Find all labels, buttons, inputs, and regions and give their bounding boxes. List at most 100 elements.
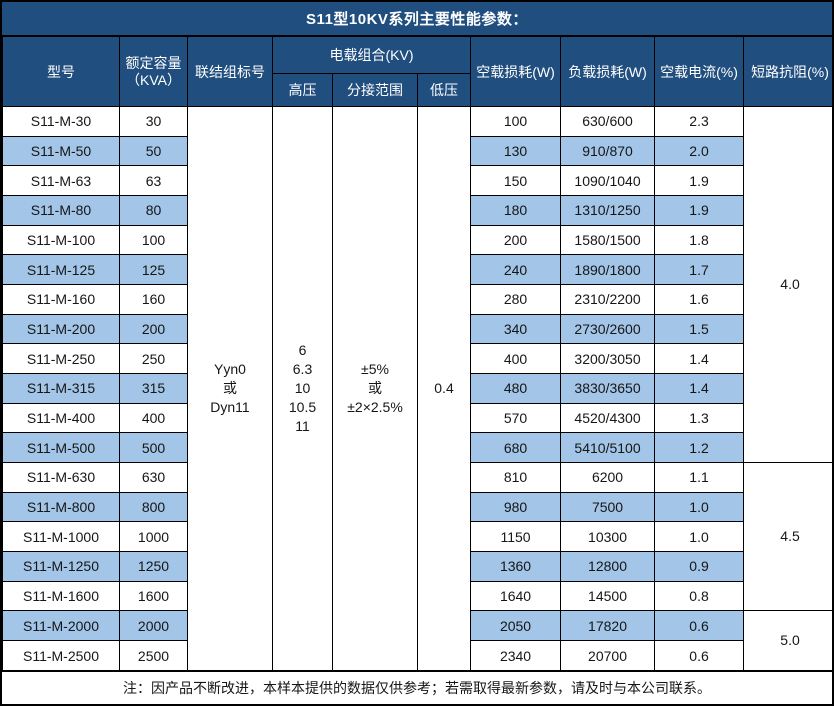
cell-hv-values-line: 11 xyxy=(295,418,310,434)
cell-capacity: 30 xyxy=(119,106,188,137)
capacity-header-line1: 额定容量 xyxy=(125,54,182,71)
cell-no-load-loss: 1360 xyxy=(470,551,562,582)
cell-tap-range-values-line: 或 xyxy=(368,380,382,396)
cell-load-loss: 2730/2600 xyxy=(560,313,656,345)
cell-short-circuit-impedance: 4.5 xyxy=(743,462,832,612)
cell-no-load-loss: 2340 xyxy=(470,640,562,671)
cell-hv-values-line: 10.5 xyxy=(288,399,317,415)
cell-model: S11-M-1600 xyxy=(2,580,120,612)
cell-model: S11-M-100 xyxy=(2,224,120,256)
header-row-2: 高压 分接范围 低压 xyxy=(3,73,833,107)
cell-no-load-loss: 240 xyxy=(470,254,562,286)
cell-model: S11-M-2000 xyxy=(2,610,120,642)
cell-no-load-loss: 280 xyxy=(470,284,562,315)
cell-model: S11-M-630 xyxy=(2,462,120,493)
cell-load-loss: 2310/2200 xyxy=(560,284,656,315)
table-row: S11-M-250 250 400 3200/3050 1.4 xyxy=(2,343,833,375)
cell-no-load-loss: 100 xyxy=(470,106,562,137)
cell-no-load-loss: 180 xyxy=(470,195,562,226)
cell-hv-values-line: 6 xyxy=(298,342,307,358)
cell-no-load-loss: 480 xyxy=(470,373,562,404)
cell-no-load-current: 1.4 xyxy=(654,373,745,404)
cell-model: S11-M-1000 xyxy=(2,521,120,553)
cell-capacity: 500 xyxy=(119,432,188,464)
cell-no-load-loss: 1150 xyxy=(470,521,562,553)
cell-no-load-current: 1.1 xyxy=(654,462,745,493)
cell-short-circuit-impedance: 4.0 xyxy=(743,105,832,464)
cell-capacity: 800 xyxy=(119,491,188,523)
header-row-1: 型号 额定容量 （KVA） 联结组标号 电载组合(KV) 空载损耗(W) 负载损… xyxy=(2,36,832,107)
spec-table: 型号 额定容量 （KVA） 联结组标号 电载组合(KV) 空载损耗(W) 负载损… xyxy=(2,36,833,671)
col-header-tap-range: 分接范围 xyxy=(332,73,418,107)
cell-connection-group: Yyn0 或 Dyn11 xyxy=(187,106,273,671)
cell-load-loss: 3200/3050 xyxy=(560,343,656,375)
col-header-capacity: 额定容量 （KVA） xyxy=(119,36,188,107)
cell-capacity: 2000 xyxy=(119,610,188,642)
cell-tap-range-values: ±5% 或 ±2×2.5% xyxy=(332,106,418,671)
cell-no-load-current: 1.6 xyxy=(654,284,745,315)
table-row: S11-M-400 400 570 4520/4300 1.3 xyxy=(2,402,833,434)
capacity-header-line2: （KVA） xyxy=(126,71,181,88)
cell-load-loss: 10300 xyxy=(560,521,656,553)
cell-load-loss: 6200 xyxy=(560,462,656,493)
cell-no-load-current: 1.5 xyxy=(654,313,745,345)
cell-capacity: 630 xyxy=(119,462,188,493)
cell-load-loss: 630/600 xyxy=(560,106,656,137)
cell-no-load-loss: 340 xyxy=(470,313,562,345)
cell-capacity: 1000 xyxy=(119,521,188,553)
cell-capacity: 315 xyxy=(119,373,188,404)
cell-no-load-loss: 2050 xyxy=(470,610,562,642)
cell-no-load-current: 1.8 xyxy=(654,224,745,256)
cell-no-load-current: 1.0 xyxy=(654,521,745,553)
table-row: S11-M-1600 1600 1640 14500 0.8 xyxy=(2,580,833,612)
cell-capacity: 63 xyxy=(119,165,188,197)
cell-no-load-current: 0.8 xyxy=(654,580,745,612)
cell-no-load-current: 1.3 xyxy=(654,402,745,434)
cell-capacity: 160 xyxy=(119,284,188,315)
cell-lv-value: 0.4 xyxy=(416,106,472,671)
col-header-short-circuit: 短路抗阻(%) xyxy=(743,36,832,107)
cell-model: S11-M-125 xyxy=(2,254,120,286)
cell-connection-group-line: 或 xyxy=(223,380,237,396)
table-row: S11-M-125 125 240 1890/1800 1.7 xyxy=(2,254,833,286)
table-row: S11-M-315 315 480 3830/3650 1.4 xyxy=(2,373,833,404)
table-row: S11-M-80 80 180 1310/1250 1.9 xyxy=(2,195,833,226)
cell-no-load-loss: 570 xyxy=(470,402,562,434)
table-row: S11-M-50 50 130 910/870 2.0 xyxy=(2,135,833,167)
table-row: S11-M-2500 2500 2340 20700 0.6 xyxy=(2,640,833,671)
cell-no-load-loss: 130 xyxy=(470,135,562,167)
cell-tap-range-values-line: ±2×2.5% xyxy=(347,399,403,415)
cell-model: S11-M-200 xyxy=(2,313,120,345)
spec-table-body: S11-M-30 30 Yyn0 或 Dyn11 6 6.3 10 10.5 11 ±5% 或 ±2×2… xyxy=(2,105,833,671)
table-row: S11-M-63 63 150 1090/1040 1.9 xyxy=(2,165,833,197)
cell-tap-range-values-line: ±5% xyxy=(361,361,389,377)
cell-no-load-current: 0.6 xyxy=(654,640,745,671)
cell-no-load-current: 0.6 xyxy=(654,610,745,642)
col-header-lv: 低压 xyxy=(416,73,472,107)
cell-capacity: 50 xyxy=(119,135,188,167)
cell-model: S11-M-63 xyxy=(2,165,120,197)
cell-model: S11-M-400 xyxy=(2,402,120,434)
cell-no-load-current: 1.7 xyxy=(654,254,745,286)
cell-model: S11-M-800 xyxy=(2,491,120,523)
cell-load-loss: 3830/3650 xyxy=(560,373,656,404)
table-row: S11-M-160 160 280 2310/2200 1.6 xyxy=(2,284,833,315)
cell-no-load-current: 2.3 xyxy=(654,106,745,137)
col-header-no-load-loss: 空载损耗(W) xyxy=(470,36,562,107)
table-row: S11-M-200 200 340 2730/2600 1.5 xyxy=(2,313,833,345)
cell-load-loss: 1090/1040 xyxy=(560,165,656,197)
cell-no-load-loss: 200 xyxy=(470,224,562,256)
cell-hv-values-line: 10 xyxy=(294,380,311,396)
cell-no-load-current: 2.0 xyxy=(654,135,745,167)
cell-hv-values: 6 6.3 10 10.5 11 xyxy=(272,106,333,671)
cell-load-loss: 14500 xyxy=(560,580,656,612)
cell-model: S11-M-2500 xyxy=(2,640,120,671)
cell-load-loss: 20700 xyxy=(560,640,656,671)
col-header-load-combo: 电载组合(KV) xyxy=(271,36,472,74)
col-header-load-loss: 负载损耗(W) xyxy=(560,36,656,107)
page-title: S11型10KV系列主要性能参数： xyxy=(2,2,832,36)
cell-no-load-current: 1.9 xyxy=(654,165,745,197)
cell-load-loss: 12800 xyxy=(560,551,656,582)
cell-no-load-current: 1.9 xyxy=(654,195,745,226)
